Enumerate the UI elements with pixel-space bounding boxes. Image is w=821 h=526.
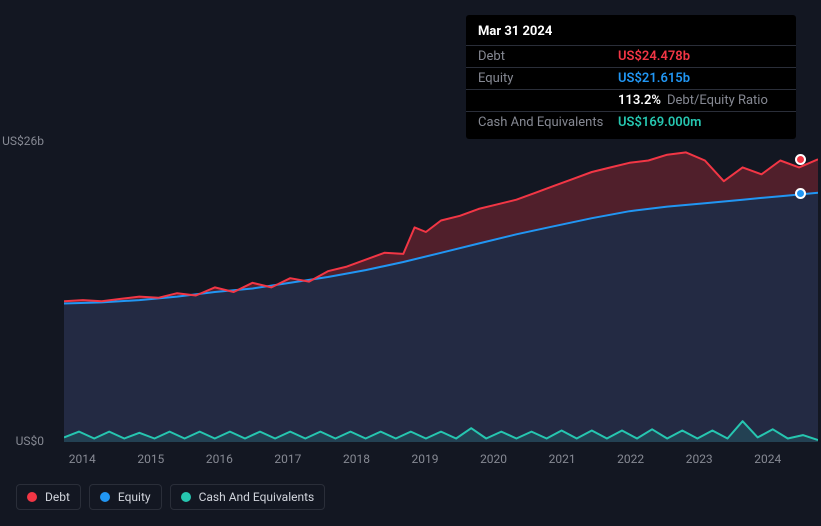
tooltip-date: Mar 31 2024 xyxy=(466,21,796,46)
legend-item[interactable]: Debt xyxy=(16,484,81,510)
x-axis-label: 2020 xyxy=(459,452,528,466)
x-axis-label: 2024 xyxy=(733,452,802,466)
x-axis-label: 2018 xyxy=(322,452,391,466)
x-axis-label: 2016 xyxy=(185,452,254,466)
legend-dot-icon xyxy=(181,492,191,502)
x-axis-label: 2015 xyxy=(117,452,186,466)
legend-label: Debt xyxy=(45,490,70,504)
x-axis-labels: 2014201520162017201820192020202120222023… xyxy=(48,452,802,466)
chart-legend: Debt Equity Cash And Equivalents xyxy=(16,484,325,510)
legend-label: Cash And Equivalents xyxy=(199,490,315,504)
legend-label: Equity xyxy=(118,490,151,504)
series-end-marker xyxy=(795,188,806,199)
tooltip-row-value: US$169.000m xyxy=(618,115,701,130)
tooltip-row-label: Cash And Equivalents xyxy=(478,115,618,130)
tooltip-row-label: Equity xyxy=(478,71,618,86)
x-axis-label: 2021 xyxy=(528,452,597,466)
y-axis-label: US$26b xyxy=(2,134,44,148)
legend-dot-icon xyxy=(27,492,37,502)
x-axis-label: 2022 xyxy=(596,452,665,466)
legend-item[interactable]: Cash And Equivalents xyxy=(170,484,326,510)
x-axis-label: 2023 xyxy=(665,452,734,466)
y-axis-label: US$0 xyxy=(16,434,44,448)
tooltip-row-label xyxy=(478,93,618,108)
tooltip-row-label: Debt xyxy=(478,49,618,64)
series-end-marker xyxy=(795,154,806,165)
tooltip-row-value: US$21.615b xyxy=(618,71,690,86)
legend-dot-icon xyxy=(100,492,110,502)
x-axis-label: 2017 xyxy=(254,452,323,466)
tooltip-row-extra: Debt/Equity Ratio xyxy=(667,93,768,108)
tooltip-row: Cash And EquivalentsUS$169.000m xyxy=(466,112,796,133)
legend-item[interactable]: Equity xyxy=(89,484,162,510)
tooltip-row-value: 113.2% xyxy=(618,93,661,108)
tooltip-row: EquityUS$21.615b xyxy=(466,68,796,90)
tooltip-row: DebtUS$24.478b xyxy=(466,46,796,68)
x-axis-label: 2019 xyxy=(391,452,460,466)
x-axis-label: 2014 xyxy=(48,452,117,466)
chart-tooltip: Mar 31 2024 DebtUS$24.478bEquityUS$21.61… xyxy=(466,15,796,139)
chart-svg xyxy=(64,142,818,442)
tooltip-row: 113.2% Debt/Equity Ratio xyxy=(466,90,796,112)
tooltip-row-value: US$24.478b xyxy=(618,49,690,64)
